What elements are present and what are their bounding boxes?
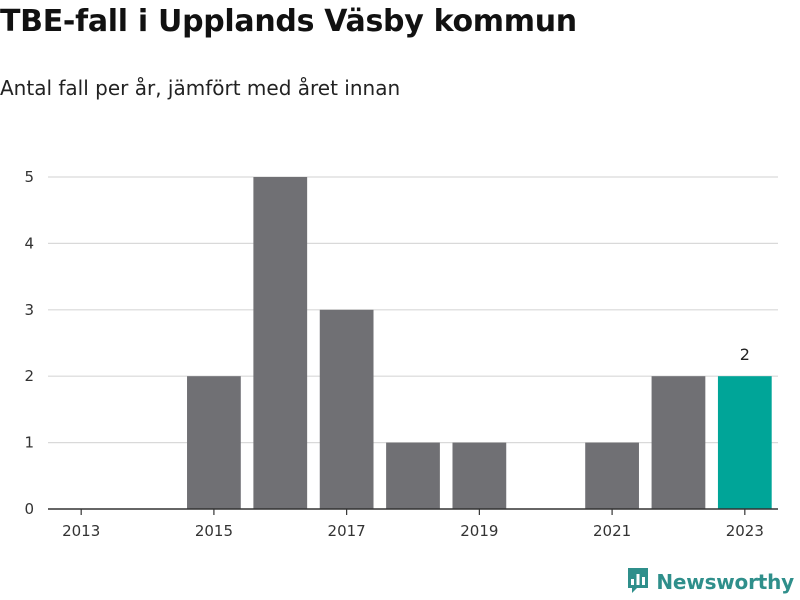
y-tick-label: 3 [24, 301, 34, 319]
y-tick-label: 4 [24, 234, 34, 252]
bar-2022 [651, 376, 706, 509]
y-tick-label: 0 [24, 500, 34, 518]
data-labels: 2 [740, 345, 750, 364]
y-tick-label: 2 [24, 367, 34, 385]
bar-2018 [386, 442, 440, 509]
x-tick-label: 2023 [726, 522, 764, 540]
x-tick-label: 2021 [593, 522, 631, 540]
x-tick-label: 2013 [62, 522, 100, 540]
x-tick-label: 2017 [328, 522, 366, 540]
data-label: 2 [740, 345, 750, 364]
x-axis-labels: 2013 2015 2017 2019 2021 2023 [62, 509, 764, 540]
brand-name: Newsworthy [656, 570, 794, 594]
chart-subtitle: Antal fall per år, jämfört med året inna… [0, 76, 401, 100]
y-tick-label: 5 [24, 168, 34, 186]
chart-title: TBE-fall i Upplands Väsby kommun [0, 4, 577, 39]
x-tick-label: 2019 [460, 522, 498, 540]
bar-2023 [717, 376, 772, 509]
bar-2017 [319, 309, 374, 509]
bars [187, 177, 772, 509]
newsworthy-logo-icon [626, 566, 650, 598]
brand-logo: Newsworthy [626, 566, 794, 598]
x-tick-label: 2015 [195, 522, 233, 540]
y-axis-labels: 0 1 2 3 4 5 [24, 168, 34, 518]
bar-2015 [187, 376, 241, 509]
y-tick-label: 1 [24, 434, 34, 452]
bar-2016 [253, 177, 308, 509]
bar-2021 [585, 442, 639, 509]
bar-2019 [452, 442, 507, 509]
